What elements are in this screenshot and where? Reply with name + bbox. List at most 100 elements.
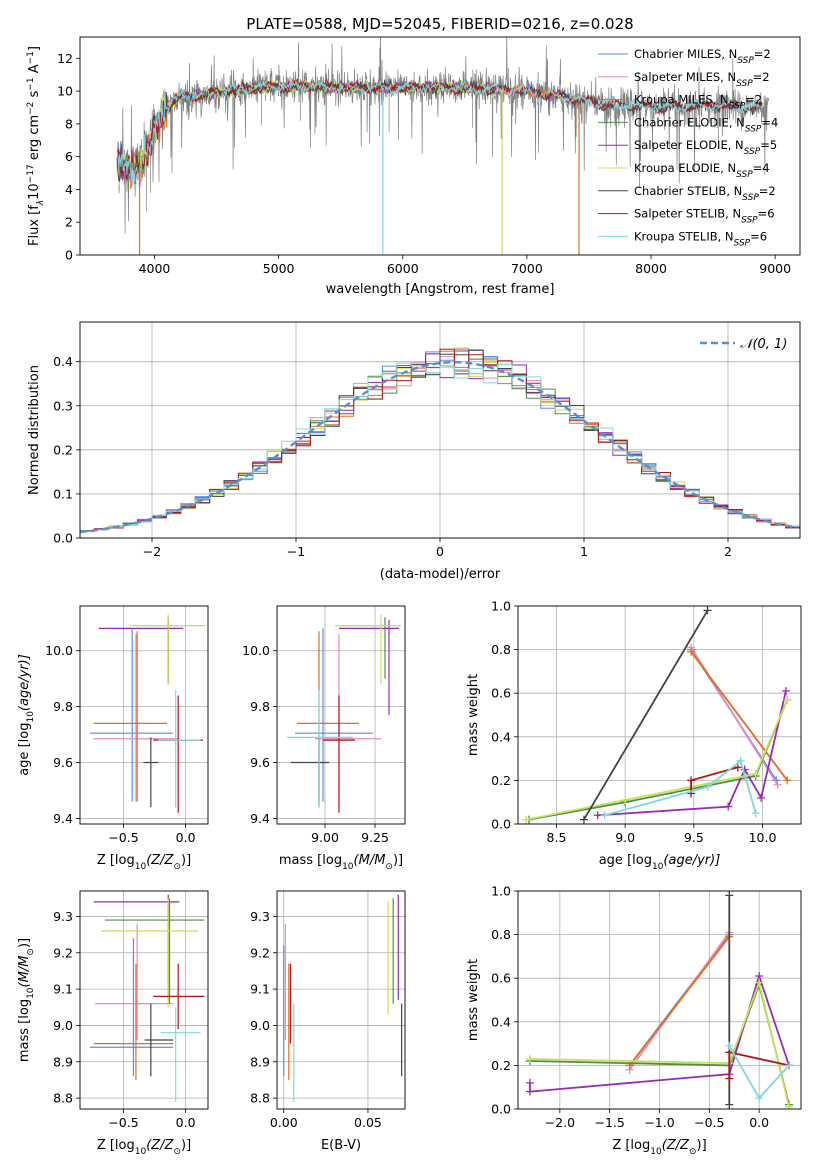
weight-vs-z-marker-kroupa_elodie-2 (755, 978, 764, 987)
legend-label-kroupa_elodie: Kroupa ELODIE, NSSP=4 (634, 161, 770, 180)
mass-vs-ebv-ytick-label-1: 8.9 (250, 1054, 270, 1069)
mass-vs-z-frame (79, 890, 209, 1110)
weight-vs-z-xtick-label-4: 0.0 (749, 1115, 769, 1130)
mass-vs-ebv-xtick-label-0: 0.00 (270, 1115, 298, 1130)
weight-vs-z-panel: −2.0 −1.5 −1.0 −0.5 0.0 0.0 0.2 0.4 0.6 0.8 1.0 Z [… (466, 884, 802, 1157)
spectrum-ylabel: Flux [fλ10−17 erg cm−2 s−1 A−1] (26, 46, 46, 246)
legend-label-kroupa_stelib: Kroupa STELIB, NSSP=6 (634, 229, 767, 248)
weight-vs-z-line-kroupa_miles (628, 936, 731, 1066)
weight-vs-age-ylabel: mass weight (466, 674, 481, 756)
weight-vs-age-line-kroupa_miles (690, 651, 789, 781)
weight-vs-z-marker-chabrier_stelib-0 (725, 1100, 734, 1109)
mass-vs-z-panel: −0.5 0.0 8.8 8.9 9.0 9.1 9.2 9.3 Z [log10(Z/Z⊙)]… (17, 890, 209, 1157)
age-vs-mass-xlabel: mass [log10(M/M⊙)] (279, 853, 403, 872)
weight-vs-age-marker-kroupa_elodie-0 (522, 815, 531, 824)
weight-vs-age-line-chabrier_elodie (528, 699, 789, 821)
mass-vs-ebv-xlabel: E(B-V) (321, 1138, 361, 1153)
legend-label-salpeter_stelib: Salpeter STELIB, NSSP=6 (634, 207, 775, 226)
residuals-ylabel: Normed distribution (27, 365, 42, 495)
age-vs-mass-ytick-label-2: 9.8 (250, 699, 270, 714)
weight-vs-z-marker-kroupa_stelib-0 (725, 1041, 734, 1050)
weight-vs-z-ylabel: mass weight (466, 959, 481, 1041)
residuals-ytick-label-0: 0.0 (53, 531, 73, 546)
residuals-panel: −2 −1 0 1 2 0.0 0.1 0.2 0.3 0.4 (data-model)/error… (27, 321, 801, 582)
mass-vs-z-ylabel: mass [log10(M/M⊙)] (17, 938, 36, 1062)
weight-vs-z-marker-kroupa_elodie-3 (785, 1102, 794, 1109)
weight-vs-age-ytick-label-5: 1.0 (491, 599, 511, 614)
weight-vs-age-marker-kroupa_stelib-2 (736, 756, 745, 765)
legend-label-chabrier_miles: Chabrier MILES, NSSP=2 (634, 47, 771, 66)
weight-vs-z-marker-salpeter_elodie-0 (525, 1078, 534, 1087)
mass-vs-z-ytick-label-3: 9.1 (53, 982, 73, 997)
weight-vs-z-marker-chabrier_stelib-1 (725, 891, 734, 900)
weight-vs-z-marker-kroupa_stelib-1 (755, 1094, 764, 1103)
weight-vs-z-ytick-label-4: 0.8 (491, 927, 511, 942)
spectrum-ytick-label-6: 12 (57, 51, 73, 66)
residuals-ytick-label-3: 0.3 (53, 398, 73, 413)
age-vs-z-ytick-label-0: 9.4 (53, 811, 73, 826)
weight-vs-z-marker-salpeter_elodie-1 (525, 1087, 534, 1096)
weight-vs-z-ytick-label-1: 0.2 (491, 1058, 511, 1073)
age-vs-z-ytick-label-3: 10.0 (45, 643, 73, 658)
legend-label-kroupa_miles: Kroupa MILES, NSSP=2 (634, 93, 762, 112)
figure-title: PLATE=0588, MJD=52045, FIBERID=0216, z=0… (246, 15, 633, 33)
weight-vs-z-marker-salpeter_stelib-0 (725, 1074, 734, 1083)
weight-vs-age-marker-chabrier_stelib-0 (579, 815, 588, 824)
spectrum-ytick-label-2: 4 (65, 182, 73, 197)
weight-vs-z-xtick-label-3: −0.5 (694, 1115, 724, 1130)
weight-vs-z-line-kroupa_elodie (529, 979, 790, 1108)
age-vs-z-panel: −0.5 0.0 9.4 9.6 9.8 10.0 Z [log10(Z/Z⊙)] age [… (17, 605, 209, 872)
weight-vs-age-xtick-label-1: 9.0 (615, 830, 635, 845)
mass-vs-ebv-ytick-label-3: 9.1 (250, 982, 270, 997)
mass-vs-z-xlabel: Z [log10(Z/Z⊙)] (97, 1138, 191, 1157)
age-vs-z-ytick-label-2: 9.8 (53, 699, 73, 714)
spectrum-panel: 4000 5000 6000 7000 8000 9000 0 2 4 6 8 10 12 wavelen… (26, 36, 801, 297)
weight-vs-age-frame (517, 605, 802, 825)
weight-vs-age-marker-kroupa_elodie-1 (621, 796, 630, 805)
weight-vs-age-marker-salpeter_elodie-4 (781, 687, 790, 696)
residuals-xtick-label-3: 1 (580, 544, 588, 559)
legend-label-salpeter_miles: Salpeter MILES, NSSP=2 (634, 70, 770, 89)
mass-vs-z-ytick-label-1: 8.9 (53, 1054, 73, 1069)
mass-vs-z-xtick-label-1: 0.0 (176, 1115, 196, 1130)
age-vs-z-ylabel: age [log10(age/yr)] (17, 654, 36, 776)
weight-vs-age-ytick-label-0: 0.0 (491, 817, 511, 832)
spectrum-xtick-label-1: 5000 (263, 261, 295, 276)
weight-vs-age-marker-salpeter_elodie-1 (724, 802, 733, 811)
spectrum-ytick-label-0: 0 (65, 248, 73, 263)
mass-vs-ebv-ytick-label-5: 9.3 (250, 909, 270, 924)
residuals-xtick-label-2: 0 (436, 544, 444, 559)
age-vs-mass-ytick-label-3: 10.0 (242, 643, 270, 658)
residuals-frame (79, 321, 801, 539)
weight-vs-age-marker-kroupa_elodie-3 (783, 695, 792, 704)
weight-vs-age-marker-salpeter_miles-1 (773, 780, 782, 789)
age-vs-mass-frame (276, 605, 406, 825)
weight-vs-z-ytick-label-2: 0.4 (491, 1014, 511, 1029)
weight-vs-age-marker-salpeter_elodie-0 (593, 811, 602, 820)
mass-vs-z-ytick-label-5: 9.3 (53, 909, 73, 924)
spectrum-frame (79, 36, 801, 256)
weight-vs-age-marker-kroupa_miles-0 (687, 647, 696, 656)
legend-label-chabrier_stelib: Chabrier STELIB, NSSP=2 (634, 184, 776, 203)
mass-vs-ebv-frame (276, 890, 406, 1110)
spectrum-xtick-label-3: 7000 (511, 261, 543, 276)
residuals-xtick-label-1: −1 (287, 544, 305, 559)
weight-vs-z-ytick-label-3: 0.6 (491, 971, 511, 986)
mass-vs-ebv-panel: 0.00 0.05 8.8 8.9 9.0 9.1 9.2 9.3 E(B-V) (250, 890, 406, 1153)
mass-vs-ebv-ytick-label-4: 9.2 (250, 945, 270, 960)
weight-vs-z-ytick-label-0: 0.0 (491, 1102, 511, 1117)
spectrum-ytick-label-4: 8 (65, 116, 73, 131)
weight-vs-age-panel: 8.5 9.0 9.5 10.0 0.0 0.2 0.4 0.6 0.8 1.0 age [log1… (466, 599, 802, 872)
residuals-ytick-label-2: 0.2 (53, 442, 73, 457)
age-vs-z-frame (79, 605, 209, 825)
weight-vs-z-xtick-label-2: −1.0 (644, 1115, 674, 1130)
spectrum-xlabel: wavelength [Angstrom, rest frame] (326, 282, 555, 297)
age-vs-z-xtick-label-0: −0.5 (108, 830, 138, 845)
weight-vs-age-marker-kroupa_stelib-3 (751, 809, 760, 818)
age-vs-mass-xtick-label-0: 9.00 (311, 830, 339, 845)
weight-vs-z-xtick-label-1: −1.5 (594, 1115, 624, 1130)
residual-hist-salpeter_stelib (80, 348, 800, 534)
weight-vs-age-xtick-label-3: 10.0 (749, 830, 777, 845)
weight-vs-age-marker-salpeter_stelib-2 (733, 763, 742, 772)
